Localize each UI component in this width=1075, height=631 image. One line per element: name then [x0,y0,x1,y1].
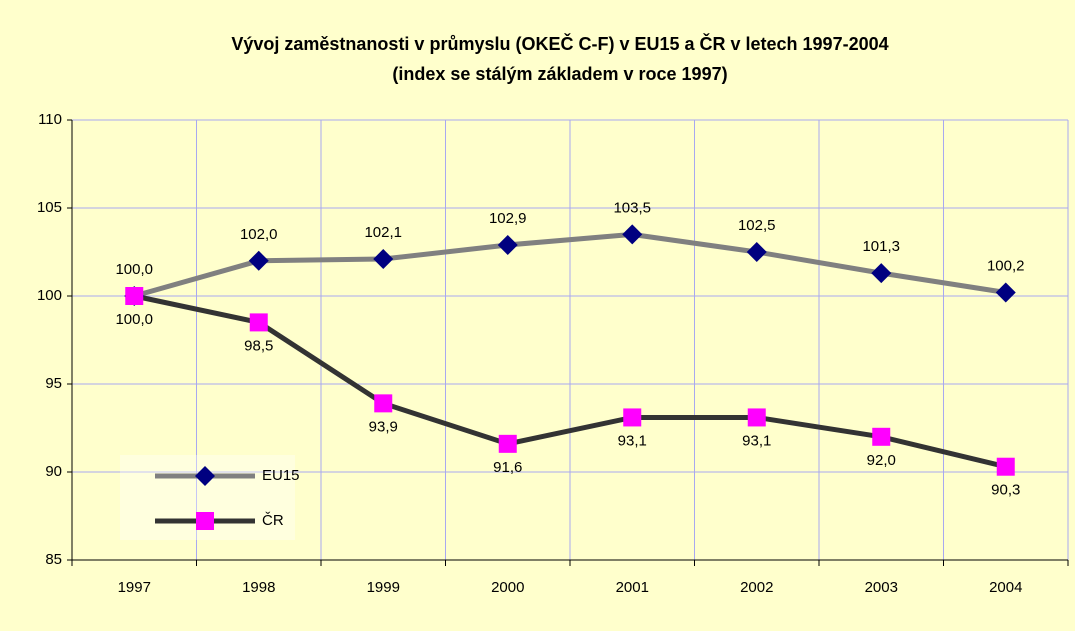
chart-subtitle: (index se stálým základem v roce 1997) [392,64,727,84]
y-tick-label: 100 [37,287,62,304]
value-label: 102,1 [364,224,402,241]
x-tick-label: 1997 [118,579,151,596]
data-point [249,313,268,332]
value-label: 93,1 [618,432,647,449]
data-point [125,287,144,305]
data-point [622,224,643,245]
data-point [995,282,1016,303]
x-tick-label: 2002 [740,579,773,596]
data-point [996,457,1015,476]
x-tick-label: 1998 [242,579,275,596]
x-tick-label: 1999 [367,579,400,596]
series-line [133,231,1007,299]
value-label: 92,0 [867,452,896,469]
data-point [373,249,394,270]
data-point [623,408,642,427]
y-tick-label: 105 [37,199,62,216]
data-point [374,394,393,413]
value-label: 90,3 [991,482,1020,499]
value-label: 101,3 [862,238,900,255]
data-point [872,427,891,446]
chart-title: Vývoj zaměstnanosti v průmyslu (OKEČ C-F… [231,33,888,54]
data-point [497,234,518,255]
legend-marker [196,512,214,530]
data-point [746,242,767,262]
value-label: 93,9 [369,418,398,435]
data-point [871,263,892,284]
value-label: 100,0 [115,311,153,328]
data-point [248,250,269,271]
x-tick-label: 2004 [989,579,1022,596]
y-tick-label: 110 [38,111,62,128]
y-tick-label: 95 [45,375,62,392]
value-label: 93,1 [742,432,771,449]
x-tick-label: 2003 [865,579,898,596]
data-point [747,408,766,427]
x-tick-label: 2000 [491,579,524,596]
x-tick-label: 2001 [616,579,649,596]
series-line [133,293,1007,470]
value-label: 102,0 [240,226,278,243]
value-label: 102,9 [489,210,527,227]
y-tick-label: 85 [45,551,62,568]
value-label: 102,5 [738,217,776,234]
y-tick-label: 90 [45,463,62,480]
value-label: 98,5 [244,337,273,354]
value-label: 103,5 [613,199,651,216]
data-point [498,434,517,453]
value-label: 100,2 [987,257,1025,274]
value-label: 91,6 [493,459,522,476]
legend-marker [195,466,215,486]
value-label: 100,0 [115,261,153,278]
legend-label: ČR [262,512,284,529]
legend-label: EU15 [262,467,300,484]
